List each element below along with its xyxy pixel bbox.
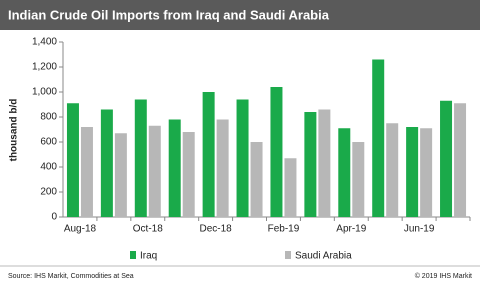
- x-tick-label: Jun-19: [404, 224, 435, 235]
- bar: [134, 99, 147, 217]
- x-tick-label: Aug-18: [64, 224, 97, 235]
- legend-label: Saudi Arabia: [295, 251, 352, 262]
- bar: [440, 100, 453, 217]
- bar: [406, 127, 419, 217]
- y-tick-label: 600: [40, 137, 57, 148]
- y-tick-label: 1,200: [32, 62, 57, 73]
- bar: [420, 128, 433, 217]
- title-bar: [0, 0, 480, 30]
- bar: [372, 59, 385, 217]
- bar: [352, 142, 365, 217]
- y-tick-label: 0: [51, 212, 57, 223]
- bar: [284, 158, 297, 217]
- bar: [182, 132, 195, 217]
- bar: [338, 128, 351, 217]
- bar: [148, 125, 161, 217]
- bar: [114, 133, 127, 217]
- copyright: © 2019 IHS Markit: [415, 272, 472, 280]
- bar: [202, 92, 215, 217]
- bar: [236, 99, 249, 217]
- bar: [270, 87, 283, 217]
- bar: [66, 103, 79, 217]
- y-tick-label: 1,000: [32, 87, 57, 98]
- source: Source: IHS Markit, Commodities at Sea: [8, 273, 134, 280]
- x-tick-label: Dec-18: [200, 224, 233, 235]
- bar: [100, 109, 113, 217]
- x-tick-label: Apr-19: [336, 224, 366, 235]
- legend-swatch: [285, 251, 291, 259]
- bar: [80, 127, 93, 217]
- bar: [304, 112, 317, 217]
- x-tick-label: Feb-19: [268, 224, 300, 235]
- legend-label: Iraq: [140, 251, 157, 262]
- bar: [386, 123, 399, 217]
- y-tick-label: 400: [40, 162, 57, 173]
- legend-swatch: [130, 251, 136, 259]
- y-tick-label: 1,400: [32, 37, 57, 48]
- bar: [318, 109, 331, 217]
- bar: [216, 119, 229, 217]
- y-tick-label: 200: [40, 187, 57, 198]
- chart-title: Indian Crude Oil Imports from Iraq and S…: [8, 7, 330, 22]
- bar: [168, 119, 181, 217]
- bar: [250, 142, 263, 217]
- y-tick-label: 800: [40, 112, 57, 123]
- y-axis-label: thousand b/d: [9, 99, 20, 162]
- bar: [454, 103, 467, 217]
- x-tick-label: Oct-18: [133, 224, 163, 235]
